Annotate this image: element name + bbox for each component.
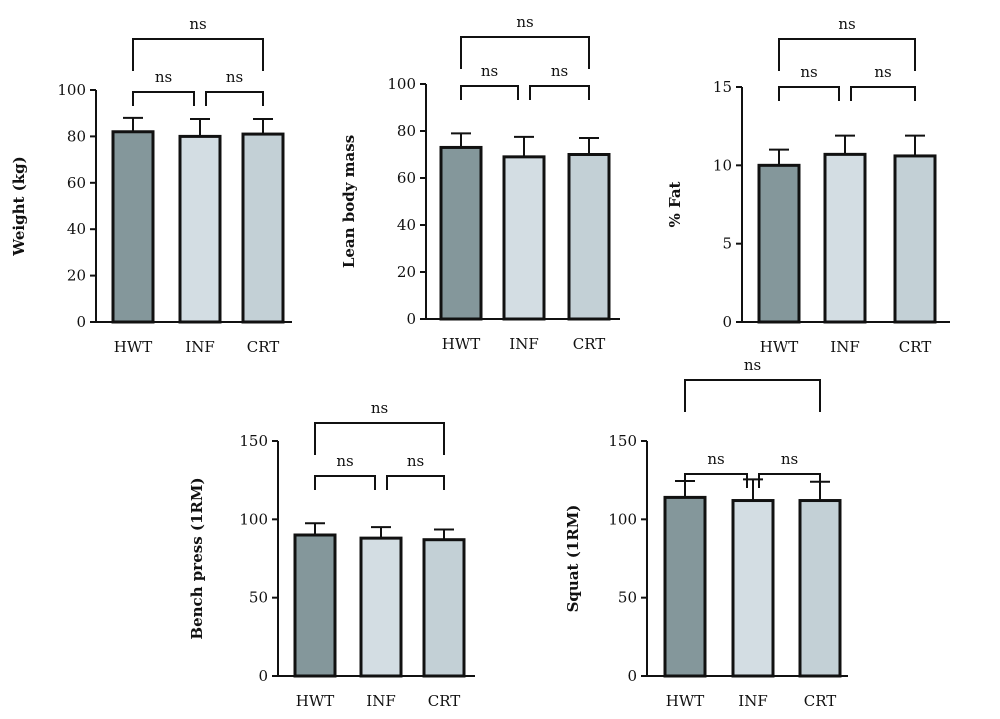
x-tick-label: INF — [738, 692, 767, 710]
significance-label: ns — [800, 63, 817, 81]
bar-inf — [502, 155, 546, 321]
bar-inf — [823, 152, 867, 324]
x-tick-label: HWT — [666, 692, 705, 710]
x-tick-label: INF — [366, 692, 395, 710]
significance-label: ns — [189, 15, 206, 33]
significance-label: ns — [707, 450, 724, 468]
y-tick-label: 60 — [397, 169, 416, 187]
y-tick-label: 40 — [397, 216, 416, 234]
y-tick-label: 50 — [618, 589, 637, 607]
bar-hwt — [439, 145, 483, 321]
significance-bracket — [850, 86, 916, 101]
y-tick-label: 20 — [397, 263, 416, 281]
significance-bracket — [778, 86, 840, 101]
y-tick-label: 0 — [722, 313, 732, 331]
y-tick-label: 100 — [239, 510, 268, 528]
y-tick-label: 10 — [713, 156, 732, 174]
chart-panel-2: 0 5 10 15 % Fat HWT INF CRT ns ns ns — [666, 15, 950, 356]
x-tick-label: INF — [509, 335, 538, 353]
significance-label: ns — [371, 399, 388, 417]
significance-bracket — [460, 85, 519, 100]
significance-label: ns — [226, 68, 243, 86]
bar-inf — [178, 134, 222, 324]
x-tick-label: INF — [185, 338, 214, 356]
significance-bracket — [205, 91, 264, 106]
significance-label: ns — [155, 68, 172, 86]
significance-label: ns — [516, 13, 533, 31]
bar-crt — [567, 153, 611, 321]
x-tick-label: HWT — [114, 338, 153, 356]
significance-label: ns — [336, 452, 353, 470]
bar-hwt — [111, 130, 155, 324]
x-tick-label: CRT — [899, 338, 932, 356]
y-tick-label: 80 — [397, 122, 416, 140]
y-tick-label: 100 — [57, 81, 86, 99]
significance-label: ns — [481, 62, 498, 80]
significance-bracket — [132, 38, 264, 71]
significance-bracket — [386, 475, 445, 490]
significance-label: ns — [407, 452, 424, 470]
bar-hwt — [293, 533, 337, 678]
x-tick-label: HWT — [296, 692, 335, 710]
bar-crt — [893, 154, 937, 324]
significance-label: ns — [838, 15, 855, 33]
bar-crt — [241, 132, 285, 324]
significance-label: ns — [551, 62, 568, 80]
chart-panel-1: 0 20 40 60 80 100 Lean body mass HWT INF CRT ns ns n… — [340, 13, 620, 353]
y-tick-label: 50 — [249, 589, 268, 607]
bar-inf — [731, 499, 775, 678]
significance-bracket — [460, 36, 590, 69]
bar-hwt — [663, 495, 707, 678]
x-tick-label: HWT — [442, 335, 481, 353]
y-axis-label: % Fat — [666, 181, 684, 227]
significance-bracket — [529, 85, 590, 100]
y-axis-label: Bench press (1RM) — [188, 477, 206, 639]
y-axis-label: Squat (1RM) — [564, 505, 582, 613]
x-tick-label: CRT — [804, 692, 837, 710]
significance-bracket — [132, 91, 195, 106]
bar-crt — [798, 499, 842, 678]
significance-bracket — [684, 379, 821, 412]
bar-crt — [422, 538, 466, 678]
y-tick-label: 20 — [67, 267, 86, 285]
y-axis-label: Weight (kg) — [10, 156, 28, 257]
y-axis-label: Lean body mass — [340, 135, 358, 268]
significance-label: ns — [781, 450, 798, 468]
x-tick-label: HWT — [760, 338, 799, 356]
x-tick-label: CRT — [573, 335, 606, 353]
significance-bracket — [778, 38, 916, 71]
significance-label: ns — [744, 356, 761, 374]
y-tick-label: 40 — [67, 220, 86, 238]
y-tick-label: 80 — [67, 127, 86, 145]
significance-label: ns — [874, 63, 891, 81]
x-tick-label: INF — [830, 338, 859, 356]
y-tick-label: 0 — [406, 310, 416, 328]
x-tick-label: CRT — [247, 338, 280, 356]
chart-panel-0: 0 20 40 60 80 100 Weight (kg) HWT INF CRT ns ns ns — [10, 15, 292, 356]
significance-bracket — [314, 422, 445, 455]
y-tick-label: 150 — [608, 432, 637, 450]
significance-bracket — [758, 473, 821, 488]
significance-bracket — [684, 473, 748, 488]
chart-panel-4: 0 50 100 150 Squat (1RM) HWT INF CRT ns ns ns — [564, 356, 848, 710]
significance-bracket — [314, 475, 376, 490]
y-tick-label: 100 — [608, 510, 637, 528]
y-tick-label: 100 — [387, 75, 416, 93]
y-tick-label: 60 — [67, 174, 86, 192]
bar-hwt — [757, 163, 801, 324]
y-tick-label: 150 — [239, 432, 268, 450]
y-tick-label: 15 — [713, 78, 732, 96]
bar-inf — [359, 536, 403, 678]
y-tick-label: 0 — [627, 667, 637, 685]
y-tick-label: 5 — [722, 235, 732, 253]
chart-panel-3: 0 50 100 150 Bench press (1RM) HWT INF CRT ns ns n… — [188, 399, 475, 710]
y-tick-label: 0 — [258, 667, 268, 685]
x-tick-label: CRT — [428, 692, 461, 710]
y-tick-label: 0 — [76, 313, 86, 331]
